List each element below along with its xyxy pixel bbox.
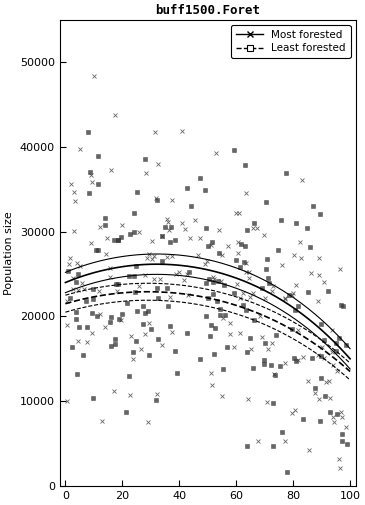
- Title: buff1500.Foret: buff1500.Foret: [155, 4, 260, 17]
- Y-axis label: Population size: Population size: [4, 211, 14, 295]
- Legend: Most forested, Least forested: Most forested, Least forested: [231, 25, 350, 59]
